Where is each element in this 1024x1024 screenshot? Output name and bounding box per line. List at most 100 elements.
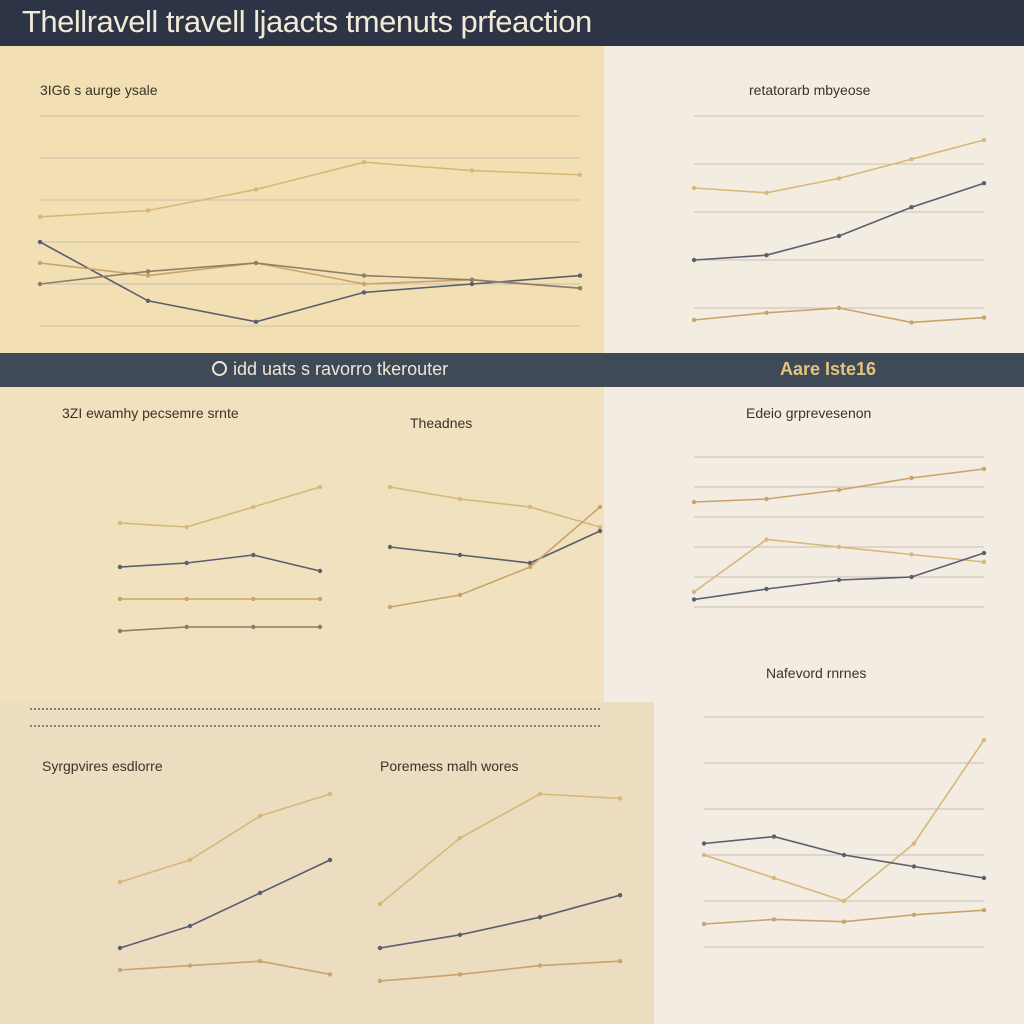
data-point bbox=[701, 852, 707, 858]
chart-panel-2: retatorarb mbyeose bbox=[604, 46, 1024, 353]
data-point bbox=[387, 544, 393, 550]
data-point bbox=[981, 908, 987, 913]
data-point bbox=[836, 305, 842, 311]
chart-title: Syrgpvires esdlorre bbox=[42, 758, 163, 774]
data-point bbox=[909, 552, 914, 557]
data-point bbox=[187, 963, 193, 968]
data-point bbox=[457, 496, 463, 502]
data-point bbox=[691, 589, 697, 595]
data-point bbox=[617, 796, 623, 801]
data-point bbox=[37, 214, 43, 219]
data-point bbox=[117, 520, 123, 526]
data-point bbox=[764, 310, 769, 315]
data-point bbox=[691, 597, 697, 602]
chart-c7 bbox=[117, 791, 333, 977]
data-point bbox=[117, 628, 123, 634]
series-line bbox=[119, 554, 321, 572]
data-point bbox=[981, 181, 987, 186]
chart-c1 bbox=[37, 115, 583, 327]
series-line bbox=[119, 486, 321, 528]
data-point bbox=[537, 915, 543, 920]
series-line bbox=[39, 241, 581, 323]
data-point bbox=[577, 286, 583, 291]
series-line bbox=[703, 739, 985, 902]
data-point bbox=[257, 959, 263, 964]
section-band: idd uats s ravorro tkerouter Aare Iste16 bbox=[0, 353, 1024, 387]
chart-title: Theadnes bbox=[410, 415, 473, 431]
data-point bbox=[377, 901, 383, 907]
data-point bbox=[145, 269, 151, 274]
data-point bbox=[577, 273, 583, 278]
data-point bbox=[327, 972, 333, 977]
data-point bbox=[257, 813, 263, 819]
series-line bbox=[389, 486, 601, 528]
chart-title: retatorarb mbyeose bbox=[749, 82, 871, 98]
data-point bbox=[701, 841, 707, 846]
data-point bbox=[457, 592, 463, 598]
data-point bbox=[37, 281, 43, 287]
data-point bbox=[457, 552, 463, 558]
data-point bbox=[117, 596, 123, 602]
data-point bbox=[597, 524, 603, 530]
data-point bbox=[981, 737, 987, 743]
data-point bbox=[251, 552, 256, 558]
data-point bbox=[841, 852, 847, 858]
data-point bbox=[764, 537, 769, 542]
data-point bbox=[836, 487, 842, 493]
data-point bbox=[836, 233, 842, 239]
series-line bbox=[379, 960, 621, 982]
data-point bbox=[317, 596, 323, 602]
data-point bbox=[253, 260, 259, 266]
data-point bbox=[317, 624, 323, 630]
data-point bbox=[597, 528, 603, 534]
data-point bbox=[469, 168, 475, 173]
data-point bbox=[361, 281, 367, 287]
data-point bbox=[597, 504, 603, 510]
data-point bbox=[836, 577, 842, 583]
data-point bbox=[764, 496, 769, 502]
data-point bbox=[184, 624, 189, 630]
data-point bbox=[187, 857, 193, 863]
data-point bbox=[909, 574, 914, 580]
chart-c5 bbox=[691, 456, 987, 608]
data-point bbox=[577, 172, 583, 177]
data-point bbox=[981, 466, 987, 472]
chart-panel-5: Syrgpvires esdlorre Poremess malh wores bbox=[0, 702, 654, 1024]
data-point bbox=[617, 959, 623, 964]
data-point bbox=[317, 568, 323, 574]
data-point bbox=[691, 317, 697, 323]
series-line bbox=[379, 894, 621, 949]
series-line bbox=[693, 182, 985, 261]
data-point bbox=[469, 281, 475, 287]
series-line bbox=[379, 793, 621, 905]
data-point bbox=[387, 604, 393, 610]
data-point bbox=[257, 890, 263, 896]
data-point bbox=[184, 596, 189, 602]
series-line bbox=[119, 859, 331, 949]
data-point bbox=[909, 475, 914, 481]
data-point bbox=[377, 978, 383, 984]
data-point bbox=[911, 864, 917, 869]
chart-title: Edeio grprevesenon bbox=[746, 405, 872, 421]
data-point bbox=[701, 921, 707, 927]
data-point bbox=[981, 550, 987, 556]
data-point bbox=[184, 560, 189, 566]
series-line bbox=[39, 262, 581, 289]
chart-panel-1: 3IG6 s aurge ysale bbox=[0, 46, 604, 353]
data-point bbox=[37, 260, 43, 266]
data-point bbox=[836, 176, 842, 181]
data-point bbox=[527, 504, 533, 510]
data-point bbox=[377, 945, 383, 951]
chart-title: Poremess malh wores bbox=[380, 758, 519, 774]
data-point bbox=[911, 841, 917, 846]
data-point bbox=[317, 484, 323, 490]
data-point bbox=[841, 898, 847, 904]
text-strip bbox=[30, 708, 600, 750]
data-point bbox=[836, 544, 842, 550]
data-point bbox=[253, 187, 259, 192]
data-point bbox=[909, 320, 914, 325]
series-line bbox=[703, 835, 985, 879]
data-point bbox=[361, 290, 367, 295]
series-line bbox=[39, 161, 581, 218]
circle-icon bbox=[212, 361, 227, 376]
